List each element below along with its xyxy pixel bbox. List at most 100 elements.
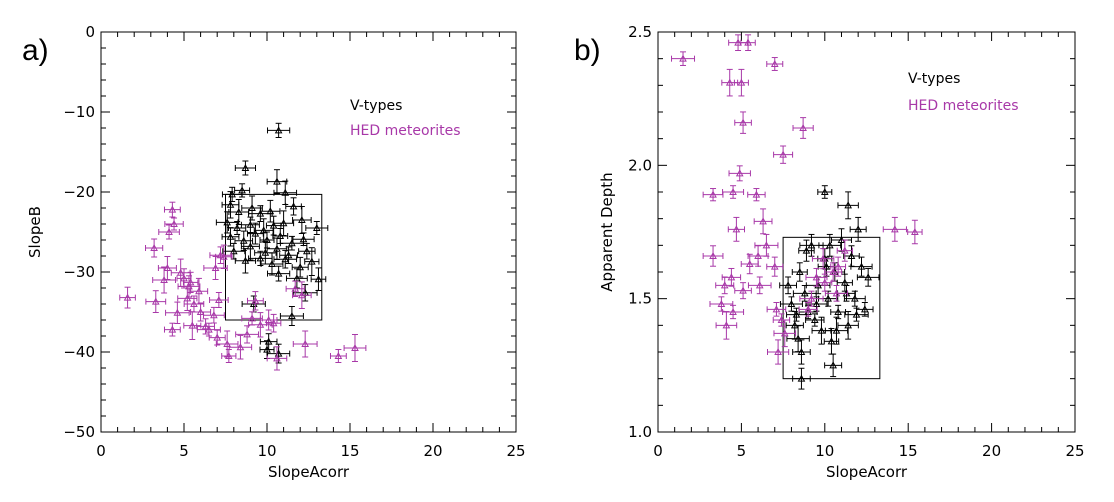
data-point	[145, 238, 164, 258]
triangle-marker	[860, 305, 869, 313]
triangle-marker	[201, 322, 210, 330]
data-point	[791, 262, 808, 282]
triangle-marker	[802, 246, 811, 254]
triangle-marker	[794, 334, 802, 342]
triangle-marker	[752, 190, 761, 198]
triangle-marker	[301, 339, 310, 347]
triangle-marker	[229, 247, 238, 255]
data-point	[792, 339, 811, 365]
triangle-marker	[223, 339, 232, 347]
triangle-marker	[298, 291, 306, 299]
data-point	[163, 322, 181, 337]
data-point	[202, 306, 225, 324]
triangle-marker	[151, 297, 160, 305]
series-hed	[671, 34, 923, 365]
triangle-marker	[289, 202, 298, 210]
triangle-marker	[279, 219, 288, 227]
data-point	[260, 199, 281, 223]
triangle-marker	[274, 269, 283, 277]
triangle-marker	[195, 287, 203, 295]
data-point	[246, 291, 264, 311]
chart-b: 0 5 10 15 20 25 1.0 1.5 2.0 2.5 SlopeAcorr Apparent…	[598, 23, 1085, 481]
data-point	[163, 201, 181, 218]
triangle-marker	[251, 229, 260, 237]
x-tick-label: 15	[899, 442, 918, 460]
data-point	[837, 191, 859, 220]
data-point	[329, 349, 347, 363]
triangle-marker	[234, 207, 243, 215]
triangle-marker	[679, 54, 687, 62]
triangle-marker	[840, 246, 849, 254]
data-point	[208, 329, 226, 346]
data-point	[817, 185, 833, 199]
triangle-marker	[205, 325, 213, 333]
triangle-marker	[307, 257, 316, 265]
triangle-marker	[273, 354, 281, 362]
series-hed	[119, 201, 367, 371]
data-point	[158, 224, 180, 240]
triangle-marker	[827, 337, 836, 345]
triangle-marker	[754, 251, 762, 259]
series-vtypes	[215, 122, 329, 364]
triangle-marker	[734, 38, 742, 46]
triangle-marker	[190, 299, 198, 307]
triangle-marker	[779, 150, 787, 158]
data-point	[824, 316, 849, 345]
triangle-marker	[729, 307, 737, 315]
triangle-marker	[224, 351, 233, 359]
data-point	[798, 239, 815, 262]
data-point	[837, 311, 859, 340]
plot-frame	[657, 31, 1076, 433]
triangle-marker	[709, 190, 717, 198]
triangle-marker	[817, 326, 826, 334]
data-point	[747, 276, 772, 295]
y-tick-label: 1.5	[628, 290, 652, 308]
triangle-marker	[273, 177, 281, 185]
triangle-marker	[857, 262, 866, 270]
data-point	[882, 216, 907, 242]
data-point	[165, 301, 190, 324]
data-point	[727, 216, 745, 242]
data-point	[786, 325, 810, 353]
triangle-marker	[810, 315, 819, 323]
series-vtypes	[779, 185, 880, 390]
triangle-marker	[223, 218, 232, 226]
triangle-marker	[784, 281, 792, 289]
data-point	[259, 340, 275, 359]
y-tick-label: 1.0	[628, 423, 652, 441]
triangle-marker	[829, 267, 837, 275]
data-point	[164, 217, 184, 231]
triangle-marker	[759, 217, 767, 225]
data-point	[773, 319, 797, 348]
data-point	[799, 290, 824, 307]
y-tick-label: −30	[63, 263, 95, 281]
triangle-marker	[847, 251, 856, 259]
data-point	[279, 306, 304, 326]
triangle-marker	[238, 186, 246, 194]
data-point	[266, 237, 288, 260]
x-tick-label: 20	[982, 442, 1001, 460]
data-point	[234, 160, 257, 176]
data-point	[805, 313, 825, 327]
data-point	[267, 265, 291, 282]
data-point	[228, 334, 253, 360]
triangle-marker	[832, 326, 841, 334]
triangle-marker	[246, 242, 255, 250]
data-point	[907, 219, 923, 245]
data-point	[722, 304, 745, 320]
triangle-marker	[173, 308, 182, 316]
triangle-marker	[822, 262, 831, 270]
data-point	[856, 267, 880, 287]
triangle-marker	[850, 294, 859, 302]
x-tick-label: 0	[653, 442, 663, 460]
y-tick-label: −50	[63, 423, 95, 441]
data-point	[221, 227, 240, 247]
triangle-marker	[256, 209, 265, 217]
triangle-marker	[737, 78, 746, 86]
triangle-marker	[725, 78, 734, 86]
triangle-marker	[755, 281, 764, 289]
triangle-marker	[797, 374, 806, 382]
triangle-marker	[709, 251, 717, 259]
triangle-marker	[302, 247, 311, 255]
triangle-marker	[196, 307, 205, 315]
